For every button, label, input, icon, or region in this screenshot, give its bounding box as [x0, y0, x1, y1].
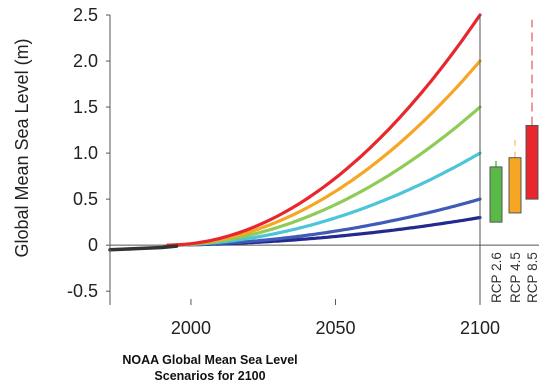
y-tick-label: 1.5: [73, 97, 98, 117]
y-tick-label: 2.0: [73, 51, 98, 71]
caption-line-1: NOAA Global Mean Sea Level: [122, 353, 298, 367]
y-axis-title: Global Mean Sea Level (m): [12, 38, 32, 257]
scenario-lines: [108, 13, 482, 252]
rcp-label: RCP 4.5: [508, 252, 523, 303]
y-axis-ticks: 2.5 2.0 1.5 1.0 0.5 0 -0.5: [67, 5, 110, 301]
rcp-bar: [508, 157, 522, 214]
plot-frame: [109, 15, 481, 305]
rcp-bar: [525, 124, 539, 200]
y-axis-label: Global Mean Sea Level (m): [12, 38, 32, 257]
x-axis-ticks: 2000 2050 2100: [171, 299, 500, 338]
scenario-line: [166, 59, 482, 247]
y-tick-label: 2.5: [73, 5, 98, 25]
chart-caption: NOAA Global Mean Sea Level Scenarios for…: [95, 352, 325, 384]
observed-line: [108, 244, 179, 252]
y-tick-label: 0: [88, 235, 98, 255]
x-tick-label: 2100: [460, 318, 500, 338]
rcp-bar: [489, 166, 503, 223]
y-tick-label: -0.5: [67, 281, 98, 301]
x-tick-label: 2050: [315, 318, 355, 338]
scenario-line: [166, 13, 482, 247]
x-tick-label: 2000: [171, 318, 211, 338]
y-tick-label: 1.0: [73, 143, 98, 163]
caption-line-2: Scenarios for 2100: [154, 369, 266, 383]
rcp-range-bars: RCP 2.6 RCP 4.5 RCP 8.5: [489, 19, 539, 303]
rcp-label: RCP 2.6: [489, 252, 504, 303]
y-tick-label: 0.5: [73, 189, 98, 209]
rcp-label: RCP 8.5: [525, 252, 539, 303]
